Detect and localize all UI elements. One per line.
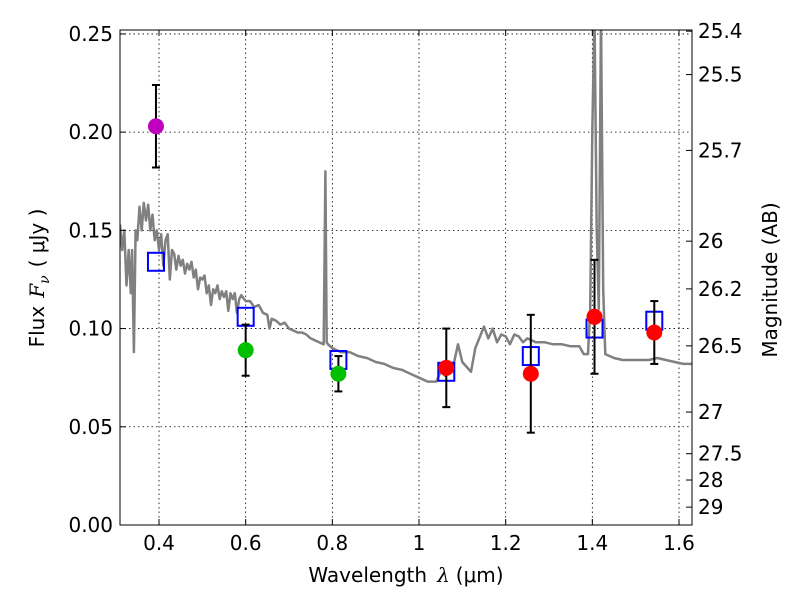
y-tick-label: 0.10 [68,317,113,341]
y-axis-title: Flux Fν ( μJy ) [25,209,53,348]
mag-tick-label: 25.4 [698,19,743,43]
observed-point-layer [147,118,663,382]
x-tick-label: 1.2 [490,531,522,555]
y-tick-label: 0.15 [68,218,113,242]
y-tick-label: 0.05 [68,415,113,439]
y-tick-label: 0.25 [68,22,113,46]
observed-point [522,365,539,382]
y-axis-title-symbol: F [25,283,49,299]
observed-point [237,342,254,359]
x-axis-title-unit: (μm) [456,563,504,587]
mag-tick-label: 25.5 [698,63,743,87]
mag-tick-label: 27.5 [698,442,743,466]
x-tick-label: 1.6 [663,531,695,555]
observed-point [438,359,455,376]
x-axis-title-prefix: Wavelength [308,563,427,587]
x-axis-title-symbol: λ [436,563,450,587]
x-tick-label: 0.4 [143,531,175,555]
mag-tick-label: 28 [698,468,723,492]
x-tick-label: 1 [413,531,426,555]
y-axis-title-unit: ( μJy ) [25,209,49,268]
plot-frame [119,29,693,526]
mag-tick-label: 26.2 [698,277,743,301]
observed-point [330,365,347,382]
observed-point [586,308,603,325]
observed-point [147,118,164,135]
y2-axis-title: Magnitude (AB) [758,202,782,357]
mag-tick-label: 29 [698,495,723,519]
mag-tick-label: 26 [698,229,723,253]
observed-point [646,324,663,341]
y-axis-title-subscript: ν [37,275,53,284]
model-spectrum-layer [120,30,692,383]
x-tick-label: 0.6 [230,531,262,555]
y-tick-label: 0.20 [68,120,113,144]
x-axis-title: Wavelength λ (μm) [308,563,503,587]
mag-tick-label: 26.5 [698,334,743,358]
axes: 0.4 0.6 0.8 1 1.2 1.4 1.6 0.00 0.05 0.10 0.15 0.20 0… [68,19,742,555]
mag-tick-label: 25.7 [698,138,743,162]
model-band-box [146,251,165,272]
y-axis-title-prefix: Flux [25,306,49,348]
x-tick-label: 0.8 [316,531,348,555]
y-tick-label: 0.00 [68,513,113,537]
mag-tick-label: 27 [698,400,723,424]
model-spectrum-line [120,30,692,383]
x-tick-label: 1.4 [576,531,608,555]
